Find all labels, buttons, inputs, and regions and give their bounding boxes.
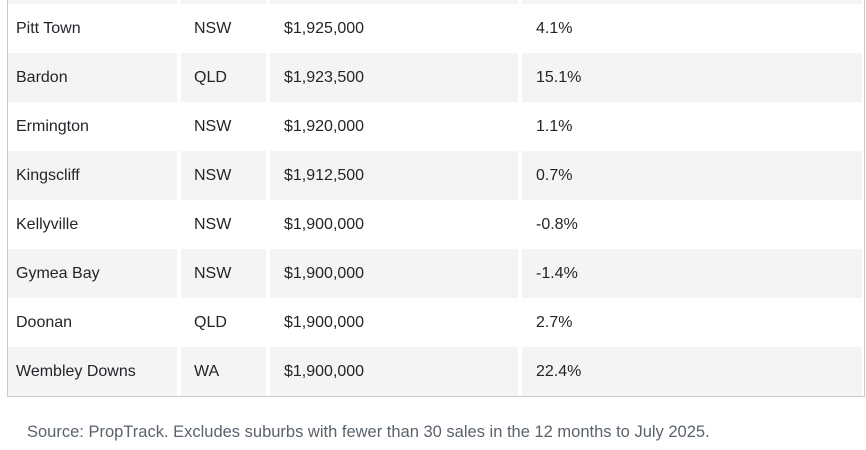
cell-suburb: Pitt Town <box>16 19 81 37</box>
cell-price: $1,900,000 <box>270 347 518 396</box>
table-row: Kellyville NSW $1,900,000 -0.8% <box>8 200 864 249</box>
cell-change: 22.4% <box>522 347 862 396</box>
cell-change: -0.8% <box>536 215 578 233</box>
cell-price: $1,912,500 <box>270 151 518 200</box>
cell-state: QLD <box>181 53 266 102</box>
cell-state <box>181 0 266 4</box>
cell-price: $1,900,000 <box>270 249 518 298</box>
cell-suburb: Kellyville <box>16 215 79 233</box>
cell-state: NSW <box>181 249 266 298</box>
cell-suburb <box>8 0 177 4</box>
cell-change: 1.1% <box>536 117 573 135</box>
table-row: Wembley Downs WA $1,900,000 22.4% <box>8 347 864 396</box>
cell-state: QLD <box>194 313 227 331</box>
cell-state: NSW <box>194 215 232 233</box>
cell-suburb: Gymea Bay <box>8 249 177 298</box>
cell-change: 15.1% <box>522 53 862 102</box>
cell-price: $1,925,000 <box>284 19 365 37</box>
table-body: Pitt Town NSW $1,925,000 4.1% Bardon QLD… <box>8 4 864 396</box>
cell-price <box>270 0 518 4</box>
cell-suburb: Wembley Downs <box>8 347 177 396</box>
table-row: Bardon QLD $1,923,500 15.1% <box>8 53 864 102</box>
cell-price: $1,923,500 <box>270 53 518 102</box>
cell-suburb: Doonan <box>16 313 73 331</box>
cell-suburb: Ermington <box>16 117 89 135</box>
cell-suburb: Kingscliff <box>8 151 177 200</box>
source-attribution: Source: PropTrack. Excludes suburbs with… <box>27 423 710 441</box>
cell-change: -1.4% <box>522 249 862 298</box>
cell-state: NSW <box>194 117 232 135</box>
suburb-price-table: Pitt Town NSW $1,925,000 4.1% Bardon QLD… <box>7 0 865 397</box>
cell-suburb: Bardon <box>8 53 177 102</box>
table-row: Gymea Bay NSW $1,900,000 -1.4% <box>8 249 864 298</box>
cell-change: 0.7% <box>522 151 862 200</box>
cell-state: WA <box>181 347 266 396</box>
table-row: Kingscliff NSW $1,912,500 0.7% <box>8 151 864 200</box>
cell-state: NSW <box>194 19 232 37</box>
table-row: Doonan QLD $1,900,000 2.7% <box>8 298 864 347</box>
cell-price: $1,900,000 <box>284 313 365 331</box>
table-row: Ermington NSW $1,920,000 1.1% <box>8 102 864 151</box>
cell-change <box>522 0 862 4</box>
cell-state: NSW <box>181 151 266 200</box>
table-row-cropped <box>8 0 864 4</box>
cell-change: 4.1% <box>536 19 573 37</box>
cell-change: 2.7% <box>536 313 573 331</box>
cell-price: $1,920,000 <box>284 117 365 135</box>
cell-price: $1,900,000 <box>284 215 365 233</box>
table-row: Pitt Town NSW $1,925,000 4.1% <box>8 4 864 53</box>
